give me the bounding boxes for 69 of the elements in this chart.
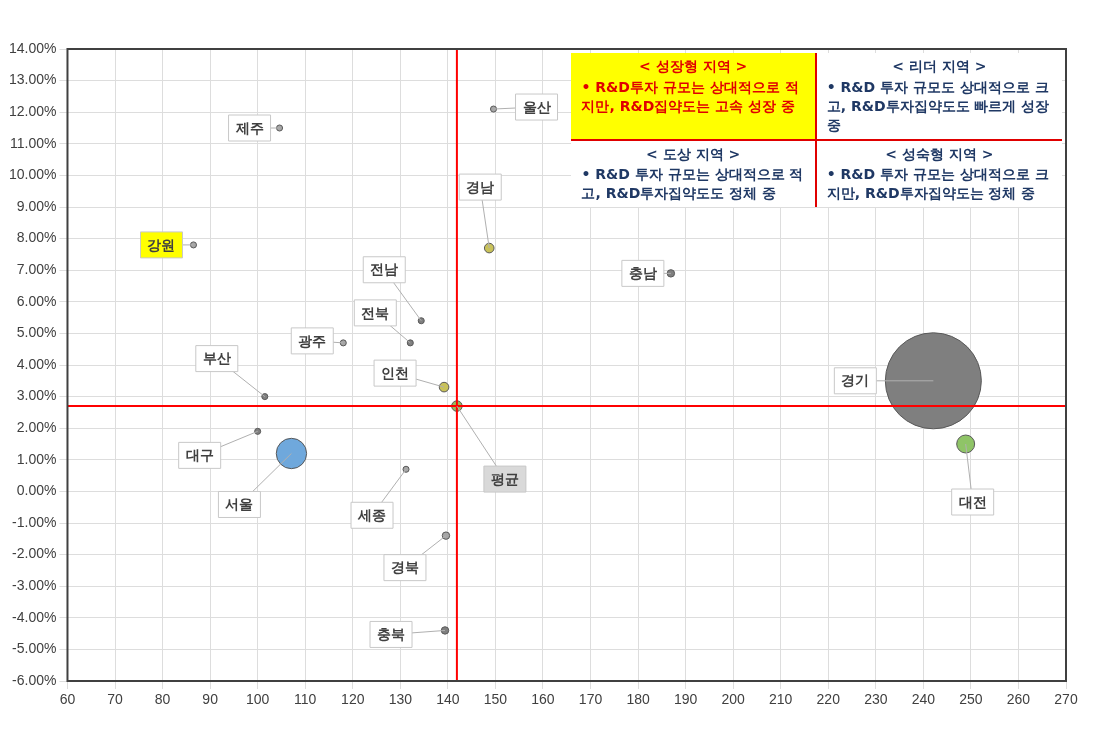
y-tick-label: 0.00% <box>16 482 57 499</box>
y-tick-label: -3.00% <box>12 577 57 594</box>
series-label: 울산 <box>522 98 551 115</box>
x-tick-label: 130 <box>388 691 413 708</box>
x-tick-label: 160 <box>531 691 555 708</box>
y-tick-label: 3.00% <box>16 387 57 404</box>
y-tick-label: -1.00% <box>12 513 57 530</box>
x-tick-label: 90 <box>202 691 219 708</box>
y-tick-label: 14.00% <box>9 39 57 56</box>
series-label: 전북 <box>361 304 390 321</box>
x-tick-label: 110 <box>294 691 317 708</box>
y-tick-label: 4.00% <box>16 355 57 372</box>
annotation: • R&D 투자 규모는 상대적으로 크지만, R&D투자집약도는 정체 중 <box>826 165 1050 204</box>
text: 서울 <box>225 496 254 513</box>
y-tick-label: -4.00% <box>12 608 57 625</box>
y-tick-label: -5.00% <box>12 640 57 657</box>
text: 부산 <box>202 350 231 367</box>
text: 경남 <box>466 178 495 195</box>
annotation: < 도상 지역 > <box>645 144 742 164</box>
y-tick-label: 13.00% <box>9 71 57 88</box>
y-tick-label: 6.00% <box>16 292 57 309</box>
text: 전남 <box>370 261 399 278</box>
text: 충북 <box>377 626 406 643</box>
x-tick-label: 240 <box>911 691 936 708</box>
y-tick-label: 2.00% <box>16 419 57 436</box>
annotation: < 성숙형 지역 > <box>884 144 995 164</box>
x-tick-label: 120 <box>341 691 365 708</box>
series-label: 광주 <box>298 332 327 349</box>
x-tick-label: 150 <box>483 691 508 708</box>
text: 세종 <box>357 506 387 523</box>
text: 평균 <box>490 470 519 487</box>
text: 인천 <box>381 364 410 381</box>
x-tick-label: 190 <box>673 691 698 708</box>
x-tick-label: 260 <box>1006 691 1031 708</box>
y-tick-label: 5.00% <box>16 324 57 341</box>
annotation: < 리더 지역 > <box>891 57 988 76</box>
x-tick-label: 100 <box>246 691 270 708</box>
annotation: < 성장형 지역 > <box>638 57 749 76</box>
x-tick-label: 250 <box>959 691 983 708</box>
x-tick-label: 60 <box>59 691 76 708</box>
y-tick-label: 11.00% <box>10 134 57 151</box>
y-tick-label: -6.00% <box>12 671 57 688</box>
text: 대전 <box>958 493 987 510</box>
annotation: • R&D투자 규모는 상대적으로 적지만, R&D집약도는 고속 성장 중 <box>581 77 800 116</box>
x-tick-label: 140 <box>436 691 460 708</box>
x-tick-label: 270 <box>1054 691 1078 708</box>
annotation: • R&D 투자 규모는 상대적으로 적고, R&D투자집약도도 정체 중 <box>581 165 805 204</box>
annotation: • R&D 투자 규모도 상대적으로 크고, R&D투자집약도도 빠르게 성장 중 <box>826 77 1051 135</box>
series-label: 경기 <box>841 372 870 389</box>
y-tick-label: -2.00% <box>12 545 57 562</box>
x-tick-label: 170 <box>578 691 603 708</box>
y-tick-label: 7.00% <box>16 261 57 278</box>
series-label: 제주 <box>234 119 264 136</box>
x-tick-label: 70 <box>107 691 124 708</box>
text: 경북 <box>390 559 419 576</box>
y-tick-label: 8.00% <box>16 229 57 246</box>
series-label: 충남 <box>628 265 657 281</box>
x-tick-label: 210 <box>769 691 793 708</box>
y-tick-label: 12.00% <box>9 103 57 120</box>
y-tick-label: 9.00% <box>16 197 57 214</box>
x-tick-label: 230 <box>864 691 888 708</box>
series-label: 강원 <box>147 236 176 253</box>
text: 대구 <box>185 447 214 463</box>
y-tick-label: 1.00% <box>16 450 57 467</box>
x-tick-label: 80 <box>154 691 171 708</box>
x-tick-label: 200 <box>721 691 746 708</box>
y-tick-label: 10.00% <box>9 166 57 183</box>
x-tick-label: 220 <box>816 691 841 708</box>
x-tick-label: 180 <box>626 691 650 708</box>
